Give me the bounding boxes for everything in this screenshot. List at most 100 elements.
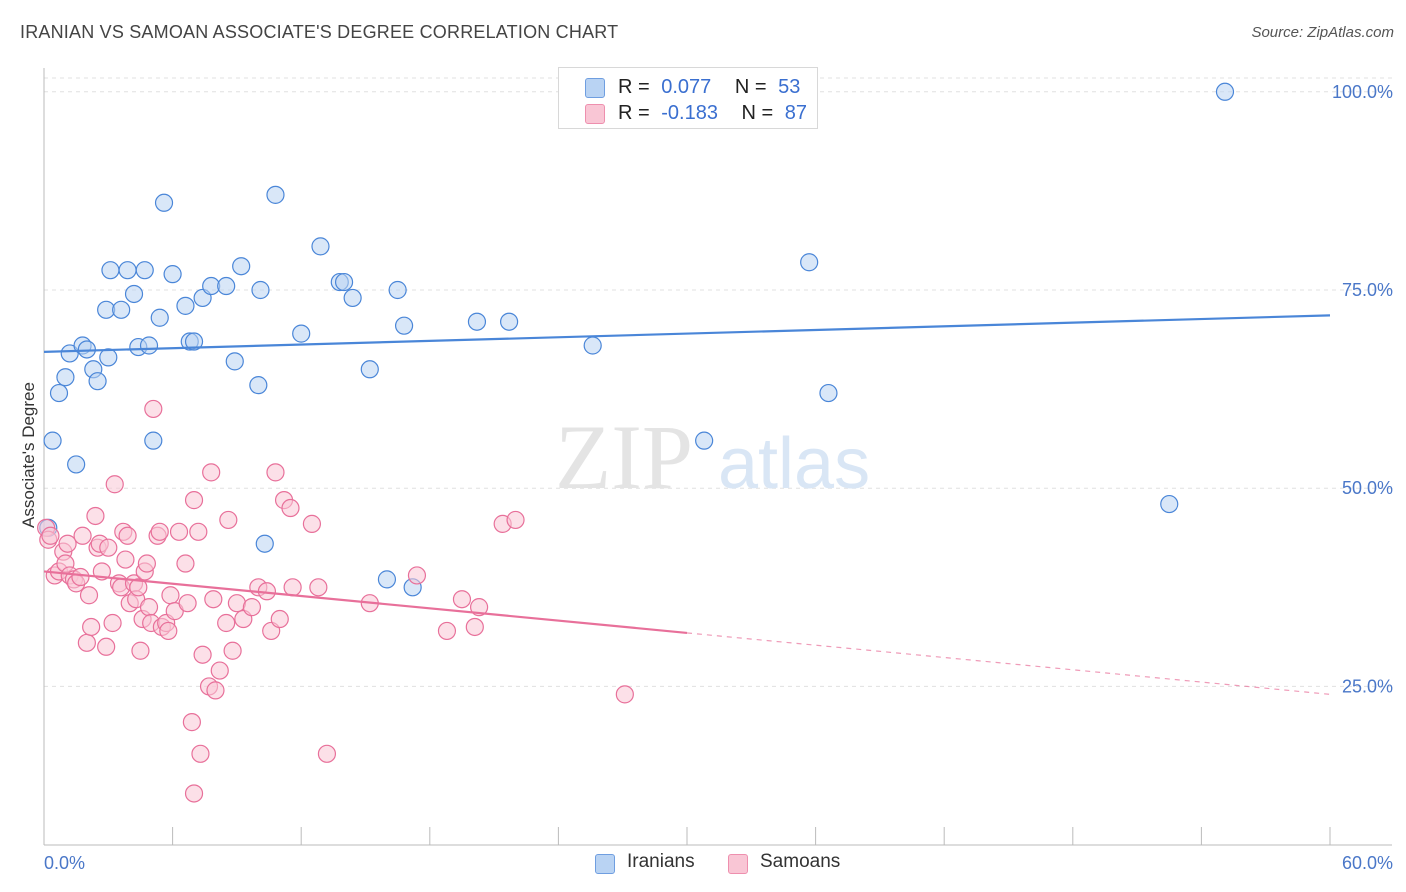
data-point-iranians — [150, 308, 169, 327]
data-point-samoans — [41, 526, 60, 545]
data-point-samoans — [193, 645, 212, 664]
data-point-samoans — [86, 506, 105, 526]
data-point-samoans — [189, 522, 208, 541]
data-point-samoans — [139, 598, 159, 617]
watermark-zip: ZIP — [555, 406, 693, 508]
data-point-iranians — [67, 455, 86, 474]
data-point-samoans — [129, 578, 148, 597]
data-point-iranians — [583, 336, 602, 355]
data-point-samoans — [105, 475, 124, 494]
data-point-iranians — [251, 280, 270, 300]
tick-labels: 25.0% 50.0% 75.0% 100.0% 0.0% 60.0% — [44, 82, 1393, 873]
data-point-samoans — [437, 621, 457, 641]
y-tick-label: 100.0% — [1332, 82, 1393, 102]
data-point-samoans — [77, 633, 96, 652]
data-point-iranians — [695, 431, 714, 450]
y-tick-label: 75.0% — [1342, 280, 1393, 300]
axes — [43, 68, 1392, 846]
data-point-iranians — [99, 348, 118, 367]
bottom-legend-swatch-samoans — [728, 854, 748, 874]
legend-r-label: R = — [618, 76, 650, 98]
data-point-samoans — [465, 617, 484, 637]
trend-line-iranians — [43, 314, 1331, 353]
data-point-iranians — [394, 316, 414, 335]
legend-r-value: 0.077 — [661, 76, 712, 98]
data-point-iranians — [343, 288, 362, 308]
data-point-samoans — [169, 522, 189, 541]
grid-lines — [44, 77, 1392, 687]
legend-r-label: R = — [618, 102, 650, 124]
bottom-legend-label-samoans: Samoans — [760, 851, 841, 872]
data-point-samoans — [281, 498, 300, 518]
data-point-samoans — [506, 510, 525, 530]
data-point-samoans — [161, 586, 180, 605]
data-point-samoans — [71, 567, 90, 587]
data-point-iranians — [176, 296, 195, 315]
data-point-samoans — [202, 463, 221, 482]
data-point-samoans — [309, 578, 328, 597]
correlation-legend: R = 0.077 N = 53 R = -0.183 N = 87 — [558, 67, 818, 129]
data-point-iranians — [163, 265, 182, 284]
data-point-samoans — [407, 566, 427, 585]
y-axis-title: Associate's Degree — [19, 382, 38, 528]
data-point-samoans — [178, 594, 197, 613]
data-point-samoans — [219, 510, 238, 530]
legend-n-value: 53 — [778, 76, 801, 98]
data-point-iranians — [500, 312, 519, 331]
series-samoans — [37, 399, 634, 803]
data-point-iranians — [184, 332, 204, 351]
legend-swatch-samoans — [585, 104, 605, 124]
data-point-iranians — [217, 276, 236, 296]
data-point-iranians — [124, 284, 144, 304]
data-point-iranians — [800, 253, 819, 272]
data-point-iranians — [292, 324, 311, 343]
data-point-samoans — [182, 713, 201, 732]
x-tick-label: 0.0% — [44, 853, 85, 873]
watermark: ZIP atlas — [555, 406, 870, 508]
data-point-samoans — [131, 641, 150, 660]
data-point-samoans — [206, 681, 225, 700]
data-point-samoans — [150, 522, 169, 541]
series-iranians — [39, 82, 1235, 597]
data-point-samoans — [283, 578, 302, 597]
data-point-samoans — [82, 617, 101, 637]
data-point-iranians — [56, 368, 75, 387]
data-point-iranians — [43, 431, 62, 450]
data-point-iranians — [360, 360, 379, 379]
data-point-samoans — [176, 554, 195, 573]
data-point-iranians — [467, 312, 487, 331]
data-point-samoans — [184, 784, 204, 803]
data-point-samoans — [469, 598, 489, 617]
data-point-iranians — [388, 280, 407, 300]
data-point-iranians — [819, 383, 838, 403]
data-point-iranians — [225, 352, 244, 371]
data-point-samoans — [97, 637, 116, 656]
data-point-samoans — [103, 613, 122, 633]
y-tick-label: 25.0% — [1342, 676, 1393, 696]
data-point-iranians — [135, 261, 154, 280]
data-point-samoans — [223, 641, 242, 660]
data-point-iranians — [88, 372, 107, 391]
data-point-samoans — [317, 744, 337, 763]
x-tick-label: 60.0% — [1342, 853, 1393, 873]
data-point-samoans — [210, 661, 229, 680]
data-point-samoans — [184, 491, 204, 510]
data-point-iranians — [49, 383, 69, 403]
watermark-atlas: atlas — [718, 424, 870, 504]
chart-title: IRANIAN VS SAMOAN ASSOCIATE'S DEGREE COR… — [20, 22, 619, 42]
data-point-samoans — [452, 590, 472, 609]
data-point-samoans — [615, 685, 634, 704]
source-credit: Source: ZipAtlas.com — [1251, 24, 1394, 41]
data-point-iranians — [334, 272, 354, 292]
legend-n-label: N = — [734, 76, 767, 98]
data-point-samoans — [58, 534, 77, 553]
data-point-samoans — [118, 526, 137, 545]
data-point-samoans — [99, 538, 118, 557]
legend-n-value: 87 — [784, 102, 808, 124]
data-point-samoans — [159, 621, 178, 641]
legend-n-label: N = — [741, 102, 774, 124]
data-point-iranians — [249, 376, 268, 395]
data-point-iranians — [144, 431, 163, 450]
data-point-samoans — [204, 590, 223, 609]
